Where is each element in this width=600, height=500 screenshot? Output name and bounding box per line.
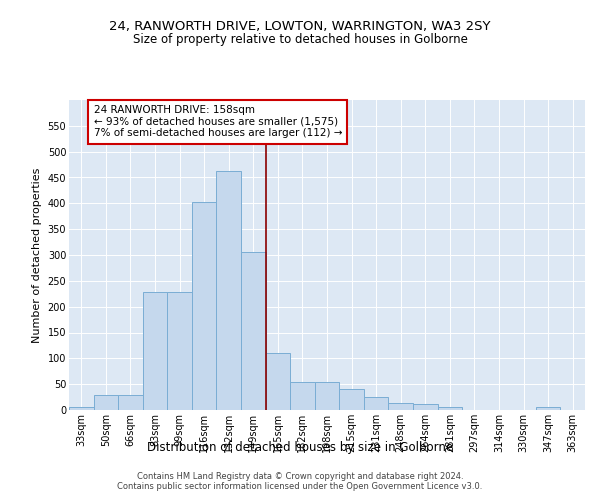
Text: Contains public sector information licensed under the Open Government Licence v3: Contains public sector information licen… [118,482,482,491]
Bar [339,390,364,410]
Text: Size of property relative to detached houses in Golborne: Size of property relative to detached ho… [133,32,467,46]
Bar [241,252,266,410]
Bar [192,202,217,410]
Text: 24 RANWORTH DRIVE: 158sqm
← 93% of detached houses are smaller (1,575)
7% of sem: 24 RANWORTH DRIVE: 158sqm ← 93% of detac… [94,105,342,138]
Bar [167,292,192,410]
Bar [536,408,560,410]
Bar [290,382,315,410]
Bar [315,382,339,410]
Text: Contains HM Land Registry data © Crown copyright and database right 2024.: Contains HM Land Registry data © Crown c… [137,472,463,481]
Bar [143,292,167,410]
Bar [266,353,290,410]
Bar [217,171,241,410]
Text: 24, RANWORTH DRIVE, LOWTON, WARRINGTON, WA3 2SY: 24, RANWORTH DRIVE, LOWTON, WARRINGTON, … [109,20,491,33]
Bar [413,404,437,410]
Bar [69,407,94,410]
Y-axis label: Number of detached properties: Number of detached properties [32,168,42,342]
Bar [364,396,388,410]
Bar [118,394,143,410]
Bar [388,403,413,410]
Bar [437,407,462,410]
Text: Distribution of detached houses by size in Golborne: Distribution of detached houses by size … [147,441,453,454]
Bar [94,394,118,410]
